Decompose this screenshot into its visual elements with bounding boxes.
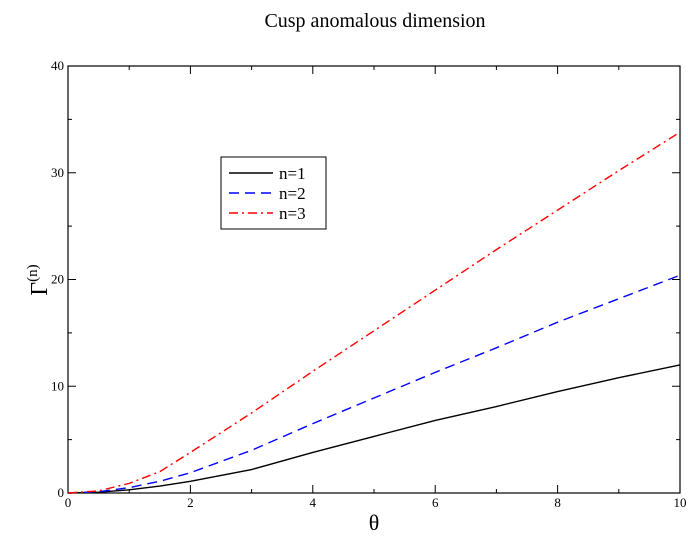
y-tick-label: 20 — [51, 272, 64, 287]
legend-label: n=3 — [279, 204, 306, 223]
x-tick-label: 6 — [432, 495, 439, 510]
x-axis-label: θ — [369, 510, 380, 535]
x-tick-label: 8 — [554, 495, 561, 510]
y-tick-label: 40 — [51, 58, 64, 73]
x-tick-label: 2 — [187, 495, 194, 510]
series-line-n2 — [67, 274, 681, 494]
chart-title: Cusp anomalous dimension — [264, 10, 485, 32]
x-tick-label: 10 — [674, 495, 687, 510]
series-line-n1 — [67, 364, 681, 494]
series-line-n3 — [67, 131, 681, 494]
y-axis-label-superscript: (n) — [25, 264, 41, 282]
y-tick-label: 10 — [51, 378, 64, 393]
y-axis-label-group: Γ(n) — [25, 264, 53, 295]
y-tick-label: 0 — [58, 485, 65, 500]
axis-tick-labels: 0 2 4 6 8 10 0 10 20 30 40 — [51, 58, 687, 510]
plot-area — [67, 65, 681, 494]
axis-ticks — [67, 65, 681, 494]
legend: n=1n=2n=3 — [220, 156, 327, 230]
legend-label: n=2 — [279, 184, 306, 203]
y-axis-label: Γ(n) — [25, 264, 53, 295]
legend-label: n=1 — [279, 164, 306, 183]
x-tick-label: 0 — [65, 495, 72, 510]
y-axis-label-main: Γ — [27, 282, 53, 296]
y-tick-label: 30 — [51, 165, 64, 180]
series-layer — [67, 131, 681, 494]
x-tick-label: 4 — [310, 495, 317, 510]
